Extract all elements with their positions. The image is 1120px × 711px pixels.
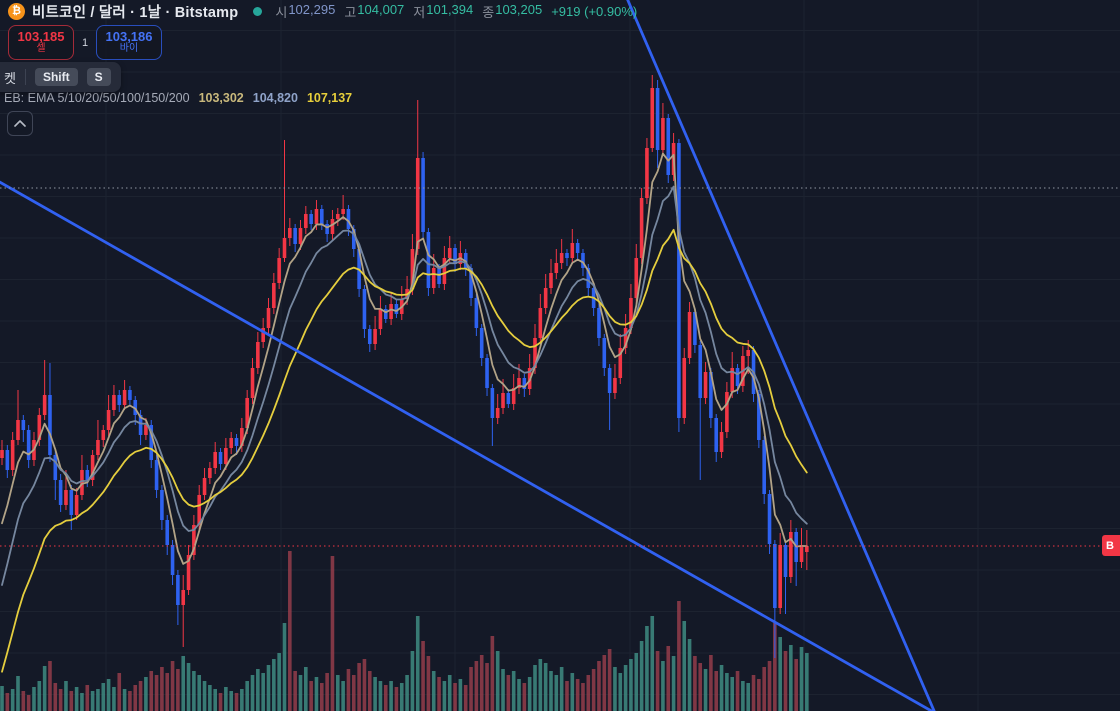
toolbar-item-partial[interactable]: 켓 <box>4 70 16 86</box>
price-lines <box>0 187 1120 547</box>
low-label: 저 <box>413 4 426 20</box>
ema-lines <box>1 152 808 673</box>
price-axis-label: B <box>1102 535 1120 556</box>
spread-value: 1 <box>81 36 89 49</box>
close-label: 종 <box>482 4 495 20</box>
candles-layer <box>0 75 809 658</box>
toolbar-divider <box>24 69 26 85</box>
open-label: 시 <box>275 4 288 20</box>
floating-toolbar: 켓 Shift S <box>0 62 121 92</box>
buy-label: 바이 <box>119 43 139 55</box>
ema-value-1: 103,302 <box>198 91 244 105</box>
s-key-badge: S <box>86 68 111 86</box>
sell-button[interactable]: 103,185 셀 <box>8 25 74 60</box>
ema-value-2: 104,820 <box>252 91 298 105</box>
change-value: +919 (+0.90%) <box>551 3 638 19</box>
symbol-title[interactable]: 비트코인 / 달러 · 1날 · Bitstamp <box>32 4 239 21</box>
high-label: 고 <box>344 4 357 20</box>
sell-label: 셀 <box>36 43 46 55</box>
bitcoin-logo-icon: ₿ <box>8 2 25 20</box>
collapse-panel-button[interactable] <box>7 111 33 136</box>
trade-panel: 103,185 셀 1 103,186 바이 <box>8 25 162 60</box>
ema-value-3: 107,137 <box>306 91 353 105</box>
high-value: 104,007 <box>357 1 405 17</box>
chevron-up-icon <box>14 120 26 127</box>
market-status-icon[interactable] <box>253 6 263 16</box>
shift-key-badge: Shift <box>34 68 78 86</box>
indicator-name: EB: EMA 5/10/20/50/100/150/200 <box>4 91 190 105</box>
open-value: 102,295 <box>288 1 336 17</box>
volume-layer <box>0 551 809 711</box>
buy-price: 103,186 <box>105 29 153 45</box>
close-value: 103,205 <box>495 1 543 17</box>
descending-resistance <box>626 0 936 711</box>
buy-button[interactable]: 103,186 바이 <box>96 25 162 60</box>
symbol-header: ₿ 비트코인 / 달러 · 1날 · Bitstamp 시 102,295 고 10… <box>8 1 637 21</box>
descending-support <box>0 180 935 711</box>
indicator-legend[interactable]: EB: EMA 5/10/20/50/100/150/200 103,302 1… <box>4 91 352 105</box>
low-value: 101,394 <box>426 1 474 17</box>
sell-price: 103,185 <box>17 29 65 45</box>
trendline-drawings[interactable] <box>0 0 936 711</box>
ohlc-readout: 시 102,295 고 104,007 저 101,394 종 103,205 +919… <box>275 2 637 21</box>
